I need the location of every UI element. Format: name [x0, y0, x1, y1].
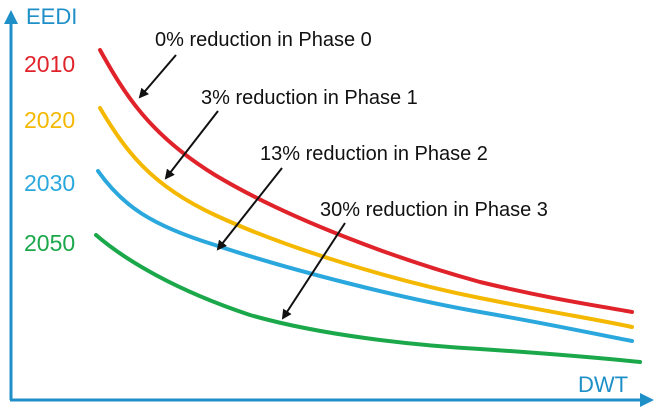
series-line-2020 — [98, 106, 634, 329]
axes — [4, 10, 654, 407]
annotation-phase-2: 13% reduction in Phase 2 — [260, 143, 488, 165]
annotation-phase-1: 3% reduction in Phase 1 — [201, 87, 418, 109]
annotation-phase-3: 30% reduction in Phase 3 — [320, 199, 548, 221]
x-axis-label: DWT — [578, 372, 628, 397]
series-line-2050 — [94, 233, 642, 364]
annotation-arrow-phase-3 — [281, 222, 346, 320]
series-label-2030: 2030 — [24, 170, 75, 196]
series-line-2030 — [96, 169, 634, 343]
series-label-2020: 2020 — [24, 107, 75, 133]
y-axis-label: EEDI — [26, 4, 77, 29]
annotation-arrow-phase-2 — [216, 167, 283, 251]
series-label-2010: 2010 — [24, 51, 75, 77]
x-axis-arrow — [640, 393, 654, 407]
annotation-arrow-phase-1 — [164, 110, 219, 180]
annotation-phase-0: 0% reduction in Phase 0 — [155, 29, 372, 51]
series-label-2050: 2050 — [24, 230, 75, 256]
annotation-arrow-phase-0 — [138, 54, 177, 99]
y-axis-arrow — [4, 10, 18, 24]
